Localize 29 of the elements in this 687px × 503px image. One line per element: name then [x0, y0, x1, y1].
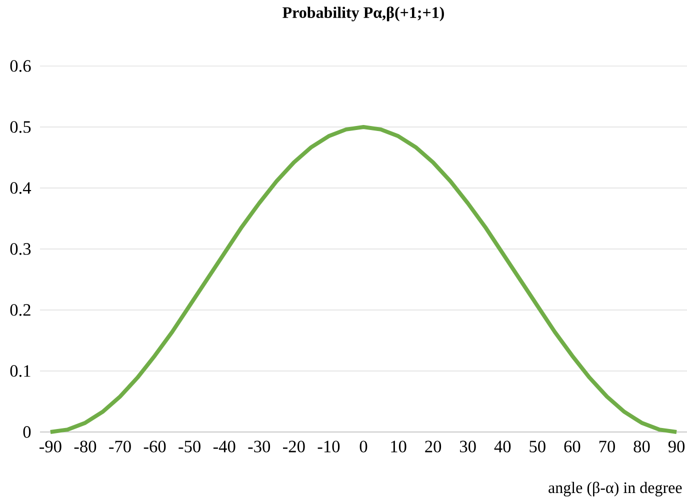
x-tick-label: 90 — [668, 440, 685, 452]
x-tick-label: -50 — [178, 440, 200, 452]
y-tick-label: 0.2 — [10, 304, 30, 316]
x-tick-label: 30 — [460, 440, 476, 452]
y-tick-label: 0.4 — [10, 182, 32, 194]
y-tick-label: 0.1 — [10, 365, 30, 377]
x-tick-label: 10 — [391, 440, 406, 452]
x-tick-label: 80 — [634, 440, 650, 452]
x-tick-label: -20 — [283, 440, 305, 452]
x-tick-label: 70 — [599, 440, 615, 452]
line-series — [48, 125, 679, 434]
chart-title: Probability Pα,β(+1;+1) — [282, 6, 444, 22]
x-tick-label: -90 — [40, 440, 62, 452]
x-tick-label: -70 — [109, 440, 131, 452]
y-tick-label: 0.6 — [10, 60, 31, 72]
y-tick-label: 0.5 — [10, 121, 31, 133]
x-tick-label: 60 — [564, 440, 580, 452]
x-tick-label: 50 — [530, 440, 546, 452]
y-tick-label: 0.3 — [10, 243, 31, 255]
x-tick-label: -10 — [318, 440, 340, 452]
x-tick-label: 0 — [360, 440, 368, 452]
y-tick-label: 0 — [23, 426, 31, 438]
x-tick-label: 20 — [425, 440, 442, 452]
x-tick-label: 40 — [494, 440, 511, 452]
x-tick-label: -60 — [144, 440, 166, 452]
x-tick-label: -40 — [213, 440, 236, 452]
x-tick-label: -30 — [248, 440, 270, 452]
x-axis-title: angle (β-α) in degree — [548, 482, 682, 496]
x-tick-label: -80 — [74, 440, 96, 452]
